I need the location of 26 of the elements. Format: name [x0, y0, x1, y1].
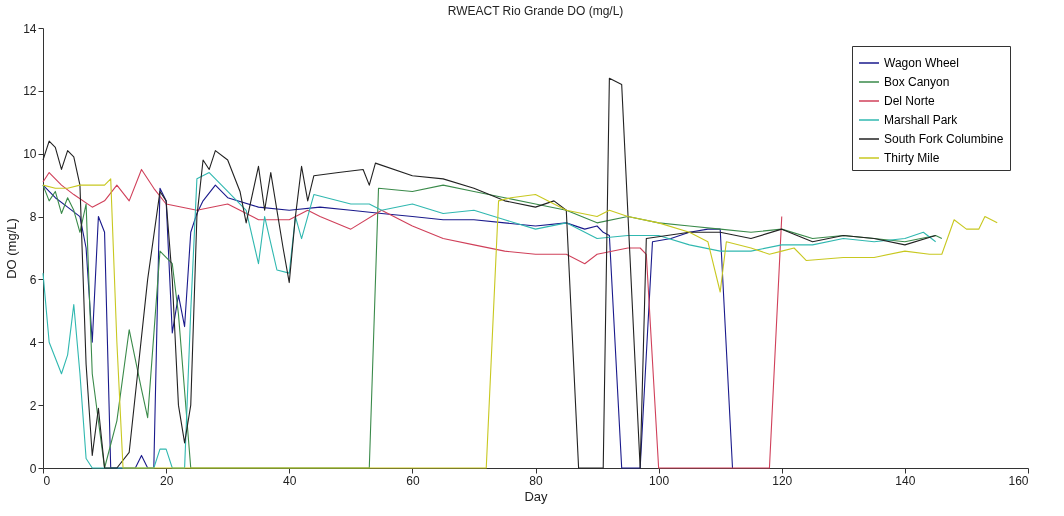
legend-label: Del Norte: [884, 94, 936, 108]
x-tick-label: 60: [406, 473, 420, 488]
y-axis-title: DO (mg/L): [4, 218, 20, 279]
y-tick-label: 12: [23, 84, 37, 99]
legend-label: Wagon Wheel: [884, 56, 959, 70]
x-tick-label: 160: [1008, 473, 1029, 488]
legend-label: Thirty Mile: [884, 151, 940, 165]
y-tick-label: 4: [29, 335, 37, 350]
legend-label: South Fork Columbine: [884, 132, 1004, 146]
y-tick-label: 6: [29, 272, 37, 287]
x-tick-label: 40: [283, 473, 297, 488]
x-tick-label: 0: [43, 473, 51, 488]
chart-title: RWEACT Rio Grande DO (mg/L): [447, 4, 624, 18]
x-tick-label: 120: [772, 473, 793, 488]
x-tick-label: 100: [649, 473, 670, 488]
y-tick-label: 0: [29, 461, 37, 476]
x-axis-title: Day: [524, 488, 549, 504]
y-tick-label: 2: [29, 398, 37, 413]
y-tick-label: 10: [23, 147, 37, 162]
y-tick-label: 8: [29, 210, 37, 225]
x-tick-label: 140: [895, 473, 916, 488]
y-tick-label: 14: [23, 21, 37, 36]
x-tick-label: 80: [529, 473, 543, 488]
legend-label: Marshall Park: [884, 113, 959, 127]
legend-label: Box Canyon: [884, 75, 950, 89]
x-tick-label: 20: [159, 473, 174, 488]
